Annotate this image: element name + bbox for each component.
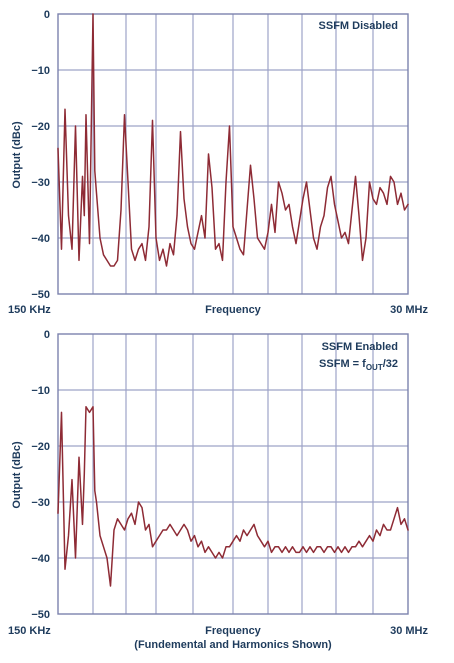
y-tick-label: 0 [44, 329, 50, 341]
legend-entry: SSFM Enabled [322, 341, 398, 353]
x-axis-sublabel: (Fundemental and Harmonics Shown) [134, 639, 332, 651]
x-end-label: 30 MHz [390, 304, 428, 316]
y-tick-label: −20 [31, 121, 50, 133]
series-line-ssfm-enabled [57, 406, 409, 587]
chart-ssfm-enabled: 0 −10 −20 −30 −40 −50 Output (dBc) 150 K… [8, 329, 428, 651]
series-line-ssfm-disabled [57, 13, 409, 267]
y-tick-label: −40 [31, 553, 50, 565]
x-start-label: 150 KHz [8, 304, 51, 316]
legend-formula-subscript: OUT [366, 363, 383, 372]
y-tick-label: −40 [31, 233, 50, 245]
y-tick-label: −30 [31, 497, 50, 509]
legend-formula-prefix: SSFM = f [319, 358, 366, 370]
plot-frame-bottom [57, 333, 409, 615]
y-tick-label: −10 [31, 65, 50, 77]
y-tick-label: −50 [31, 609, 50, 621]
y-axis-label: Output (dBc) [11, 441, 23, 509]
legend-entry-formula: SSFM = fOUT/32 [319, 358, 398, 372]
x-axis-label: Frequency [205, 625, 262, 637]
y-tick-label: 0 [44, 9, 50, 21]
y-tick-label: −50 [31, 289, 50, 301]
x-end-label: 30 MHz [390, 625, 428, 637]
y-tick-label: −10 [31, 385, 50, 397]
gridlines-bottom [58, 334, 408, 614]
x-start-label: 150 KHz [8, 625, 51, 637]
y-axis-label: Output (dBc) [11, 121, 23, 189]
x-axis-label: Frequency [205, 304, 262, 316]
y-tick-label: −30 [31, 177, 50, 189]
chart-ssfm-disabled: 0 −10 −20 −30 −40 −50 Output (dBc) 150 K… [8, 9, 428, 316]
gridlines-top [58, 14, 408, 294]
legend-entry: SSFM Disabled [319, 20, 398, 32]
legend-formula-suffix: /32 [383, 358, 398, 370]
y-tick-label: −20 [31, 441, 50, 453]
